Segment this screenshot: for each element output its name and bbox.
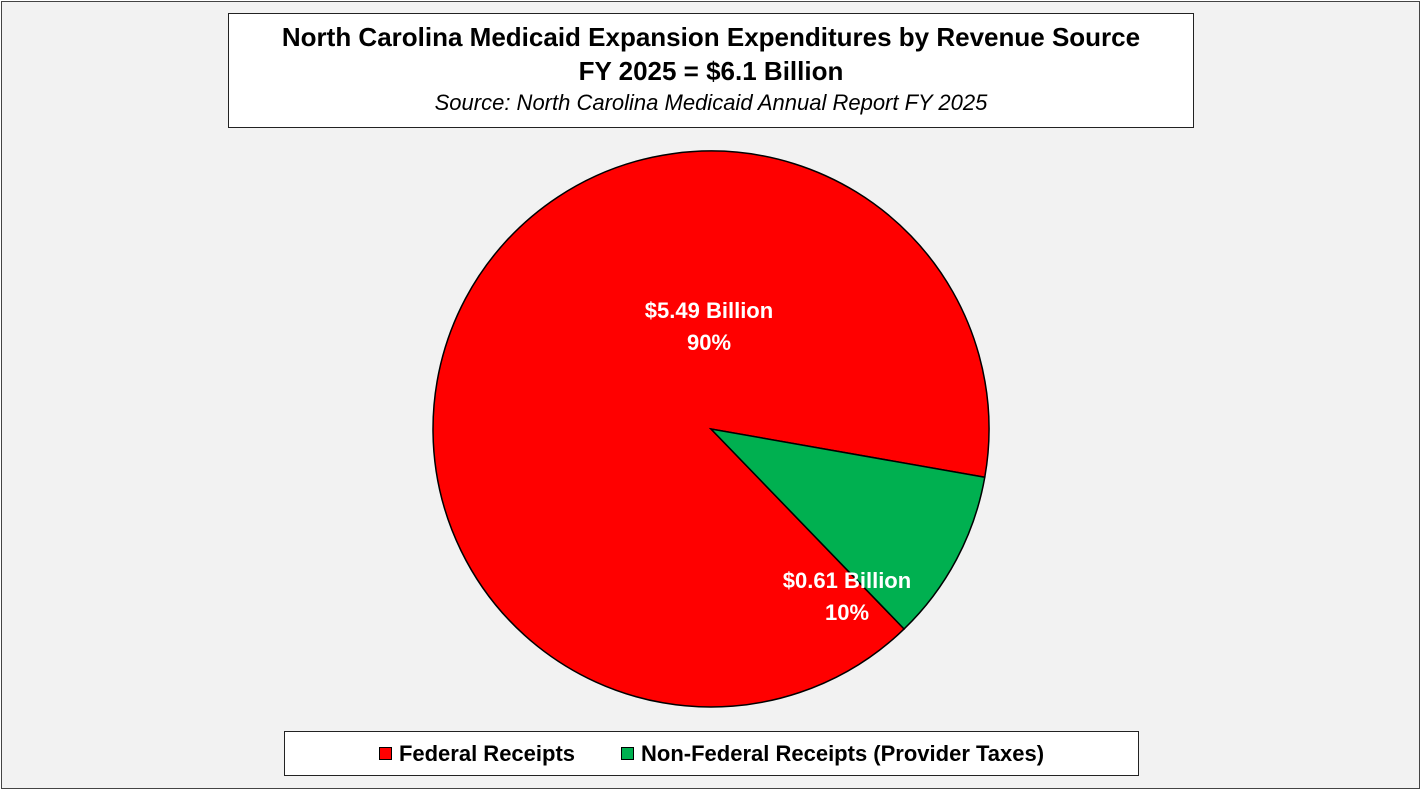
legend: Federal Receipts Non-Federal Receipts (P… (284, 731, 1139, 776)
legend-swatch-federal (378, 747, 392, 760)
legend-label-federal: Federal Receipts (398, 740, 576, 766)
legend-swatch-non-federal (621, 747, 635, 760)
data-label-non-federal-value: $0.61 Billion (783, 568, 911, 593)
legend-label-non-federal: Non-Federal Receipts (Provider Taxes) (641, 740, 1045, 766)
chart-source: Source: North Carolina Medicaid Annual R… (434, 90, 988, 115)
data-label-non-federal-percent: 10% (825, 600, 869, 625)
chart-subtitle: FY 2025 = $6.1 Billion (578, 56, 844, 86)
chart-title: North Carolina Medicaid Expansion Expend… (281, 22, 1141, 52)
title-box: North Carolina Medicaid Expansion Expend… (228, 13, 1194, 128)
legend-item-non-federal: Non-Federal Receipts (Provider Taxes) (621, 741, 1044, 767)
data-label-federal-value: $5.49 Billion (645, 298, 773, 323)
pie-slice-non-federal (708, 427, 986, 631)
legend-item-federal: Federal Receipts (378, 740, 576, 767)
data-label-federal-percent: 90% (687, 330, 731, 355)
